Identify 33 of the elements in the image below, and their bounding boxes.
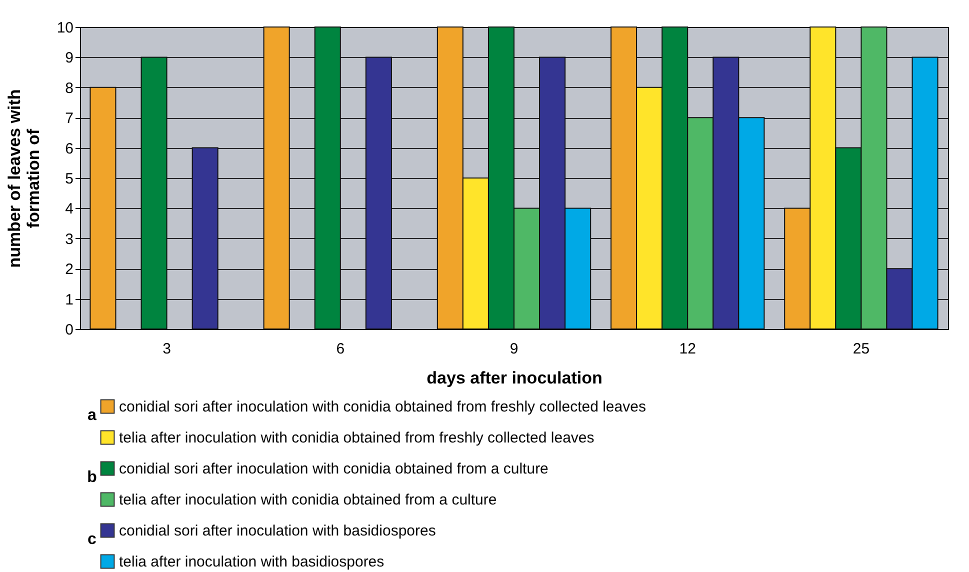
text: b bbox=[87, 469, 98, 486]
bar bbox=[140, 56, 168, 330]
legend-label: conidial sori after inoculation with conidia obtained from a culture bbox=[119, 460, 548, 478]
legend-label: telia after inoculation with conidia obtained from freshly collected leaves bbox=[119, 430, 594, 446]
legend-label: telia after inoculation with basidiospores bbox=[119, 554, 384, 570]
legend-label: conidial sori after inoculation with conidia obtained from freshly collected leaves bbox=[119, 398, 646, 416]
bar bbox=[314, 26, 341, 330]
y-tick-label: 9 bbox=[65, 50, 74, 67]
text: c bbox=[88, 531, 97, 548]
bar bbox=[365, 56, 392, 330]
x-axis-title: days after inoculation bbox=[426, 368, 602, 388]
y-tick-label: 5 bbox=[65, 170, 74, 188]
bar bbox=[192, 147, 218, 330]
bar bbox=[263, 26, 290, 330]
bar bbox=[90, 86, 116, 330]
y-tick-label: 6 bbox=[65, 140, 74, 158]
text: a bbox=[88, 407, 97, 424]
y-axis-title: number of leaves with formation of bbox=[4, 89, 43, 268]
y-tick-label: 2 bbox=[65, 261, 74, 278]
y-tick-label: 0 bbox=[65, 322, 74, 338]
legend-label: conidial sori after inoculation with basidiospores bbox=[119, 522, 436, 540]
y-tick-label: 3 bbox=[65, 230, 74, 248]
y-tick-label: 1 bbox=[65, 291, 74, 308]
y-tick-label: 4 bbox=[65, 200, 74, 218]
y-tick-label: 10 bbox=[56, 20, 74, 36]
legend-label: telia after inoculation with conidia obtained from a culture bbox=[119, 492, 497, 508]
x-tick-label: 6 bbox=[336, 340, 345, 358]
x-tick-label: 12 bbox=[679, 340, 696, 358]
x-tick-label: 9 bbox=[510, 340, 518, 358]
y-tick-label: 8 bbox=[65, 80, 74, 97]
x-tick-label: 3 bbox=[162, 340, 171, 358]
x-tick-label: 25 bbox=[852, 340, 870, 358]
y-tick-label: 7 bbox=[65, 110, 74, 128]
